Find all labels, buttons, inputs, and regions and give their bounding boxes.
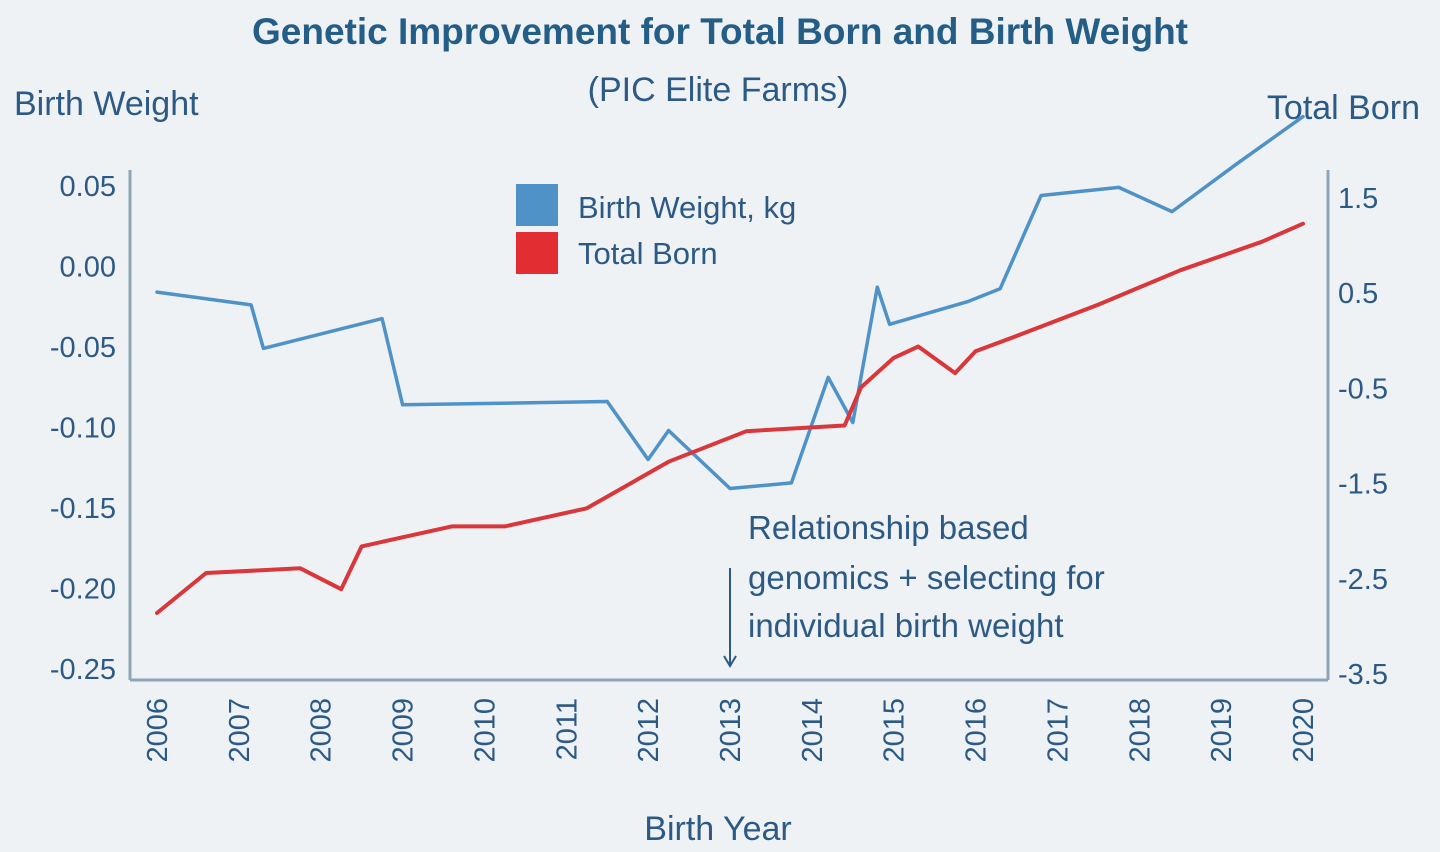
- left-tick-label: -0.10: [50, 413, 116, 445]
- left-tick-label: 0.00: [60, 252, 116, 284]
- series-line-birth-weight: [155, 114, 1305, 491]
- annotation-line-1: Relationship based: [748, 509, 1029, 546]
- left-tick-labels: 0.05 0.00 -0.05 -0.10 -0.15 -0.20 -0.25: [50, 171, 116, 686]
- x-tick-label: 2011: [551, 698, 583, 760]
- x-tick-label: 2015: [879, 698, 911, 763]
- annotation-arrow: [723, 568, 737, 668]
- right-tick-label: -0.5: [1338, 373, 1388, 405]
- x-axis-title: Birth Year: [644, 810, 791, 848]
- legend-swatch-total-born: [516, 232, 558, 274]
- x-tick-label: 2016: [961, 698, 993, 763]
- left-tick-label: -0.20: [50, 574, 116, 606]
- legend-swatch-birth-weight: [516, 184, 558, 226]
- legend-label-birth-weight: Birth Weight, kg: [578, 190, 796, 225]
- x-tick-label: 2013: [715, 698, 747, 763]
- chart-subtitle: (PIC Elite Farms): [588, 71, 849, 109]
- x-tick-label: 2019: [1206, 698, 1238, 763]
- x-tick-label: 2009: [388, 698, 420, 763]
- annotation-line-3: individual birth weight: [748, 607, 1064, 644]
- x-tick-label: 2007: [224, 698, 256, 763]
- right-tick-label: -2.5: [1338, 564, 1388, 596]
- x-tick-labels: 2006 2007 2008 2009 2010 2011 2012 2013 2014 2015…: [142, 698, 1320, 763]
- left-tick-label: -0.25: [50, 654, 116, 686]
- right-tick-label: -3.5: [1338, 659, 1388, 691]
- legend-label-total-born: Total Born: [578, 236, 718, 271]
- x-tick-label: 2010: [469, 698, 501, 763]
- left-tick-label: -0.05: [50, 332, 116, 364]
- legend: Birth Weight, kg Total Born: [516, 184, 796, 274]
- annotation-line-2: genomics + selecting for: [748, 559, 1105, 596]
- x-tick-label: 2017: [1042, 698, 1074, 763]
- series-line-total-born: [155, 221, 1305, 615]
- left-axis-title: Birth Weight: [14, 85, 199, 123]
- x-tick-label: 2014: [797, 698, 829, 763]
- left-tick-label: 0.05: [60, 171, 116, 203]
- right-tick-label: 0.5: [1338, 278, 1378, 310]
- annotation-arrow-head: [723, 655, 737, 668]
- right-axis-title: Total Born: [1267, 89, 1420, 127]
- right-tick-label: -1.5: [1338, 469, 1388, 501]
- x-tick-label: 2020: [1288, 698, 1320, 763]
- left-tick-label: -0.15: [50, 493, 116, 525]
- x-tick-label: 2008: [306, 698, 338, 763]
- x-tick-label: 2006: [142, 698, 174, 763]
- x-tick-label: 2012: [633, 698, 665, 763]
- right-tick-label: 1.5: [1338, 183, 1378, 215]
- x-tick-label: 2018: [1124, 698, 1156, 763]
- right-tick-labels: 1.5 0.5 -0.5 -1.5 -2.5 -3.5: [1338, 183, 1388, 691]
- annotation: Relationship based genomics + selecting …: [723, 509, 1105, 668]
- chart-title: Genetic Improvement for Total Born and B…: [252, 11, 1188, 52]
- series-lines: [155, 114, 1305, 615]
